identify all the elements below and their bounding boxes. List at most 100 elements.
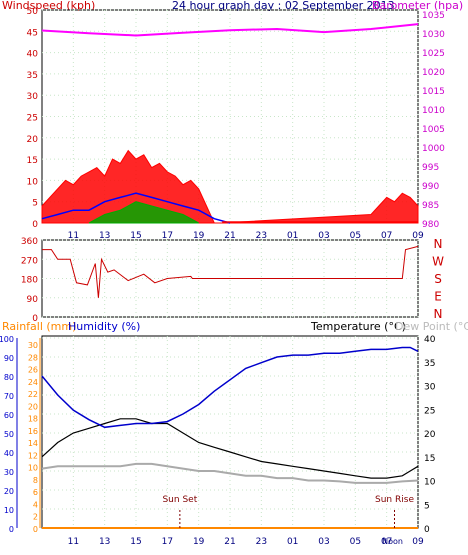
direction-tick-label: 0 xyxy=(32,314,38,324)
windspeed-tick-label: 40 xyxy=(27,50,39,60)
temperature-tick-label: 5 xyxy=(424,501,430,511)
humidity-tick-label: 20 xyxy=(4,487,14,496)
barometer-series xyxy=(41,23,419,37)
barometer-tick-label: 985 xyxy=(422,201,439,211)
temperature-tick-label: 15 xyxy=(424,454,435,464)
dewpoint-axis-label: Dew Point (°C) xyxy=(395,320,468,333)
rainfall-tick-label: 8 xyxy=(33,476,38,485)
rainfall-tick-label: 14 xyxy=(28,439,38,448)
x-tick-label: 01 xyxy=(287,537,298,547)
rainfall-tick-label: 26 xyxy=(28,366,38,375)
temperature-axis-label: Temperature (°C) xyxy=(310,320,406,333)
temperature-series xyxy=(41,418,419,479)
windspeed-tick-label: 50 xyxy=(27,7,39,17)
windspeed-tick-label: 5 xyxy=(32,199,38,209)
x-tick-label: 19 xyxy=(193,537,205,547)
compass-label: N xyxy=(434,237,443,251)
rainfall-tick-label: 28 xyxy=(28,353,38,362)
wind-lull-series xyxy=(88,201,199,224)
windspeed-tick-label: 45 xyxy=(27,28,38,38)
humidity-tick-label: 90 xyxy=(4,354,14,363)
windspeed-axis-label: Windspeed (kph) xyxy=(2,0,95,12)
barometer-tick-label: 1030 xyxy=(422,30,445,40)
windspeed-tick-label: 20 xyxy=(27,135,39,145)
x-tick-label: 15 xyxy=(130,231,141,241)
barometer-tick-label: 1025 xyxy=(422,49,445,59)
temperature-tick-label: 30 xyxy=(424,383,436,393)
wind-direction-series xyxy=(42,245,419,298)
direction-tick-label: 90 xyxy=(27,295,39,305)
x-tick-label: 09 xyxy=(412,537,424,547)
x-tick-label: 05 xyxy=(350,231,361,241)
humidity-tick-label: 70 xyxy=(4,392,14,401)
temperature-tick-label: 35 xyxy=(424,359,435,369)
barometer-tick-label: 1020 xyxy=(422,68,445,78)
humidity-tick-label: 80 xyxy=(4,373,14,382)
rainfall-tick-label: 6 xyxy=(33,488,38,497)
humidity-tick-label: 100 xyxy=(0,335,14,344)
rainfall-tick-label: 2 xyxy=(33,513,38,522)
rainfall-tick-label: 12 xyxy=(28,451,38,460)
x-tick-label: 21 xyxy=(224,231,235,241)
x-tick-label: 03 xyxy=(318,231,329,241)
x-tick-label: 01 xyxy=(287,231,298,241)
windspeed-tick-label: 30 xyxy=(27,92,39,102)
noon-label: Noon xyxy=(382,537,403,546)
barometer-tick-label: 995 xyxy=(422,163,439,173)
x-tick-label: 13 xyxy=(99,231,110,241)
windspeed-tick-label: 25 xyxy=(27,114,38,124)
barometer-tick-label: 1010 xyxy=(422,106,445,116)
rainfall-axis-label: Rainfall (mm) xyxy=(2,320,76,333)
compass-label: W xyxy=(432,255,444,269)
x-tick-label: 07 xyxy=(381,537,392,547)
barometer-tick-label: 1015 xyxy=(422,87,445,97)
x-tick-label: 09 xyxy=(412,231,424,241)
x-tick-label: 11 xyxy=(68,231,79,241)
windspeed-tick-label: 10 xyxy=(27,177,39,187)
humidity-series xyxy=(41,346,419,429)
barometer-tick-label: 1035 xyxy=(422,11,445,21)
rainfall-tick-label: 0 xyxy=(33,525,38,534)
barometer-tick-label: 980 xyxy=(422,220,439,230)
direction-tick-label: 270 xyxy=(21,256,38,266)
rainfall-tick-label: 4 xyxy=(33,500,38,509)
direction-tick-label: 180 xyxy=(21,276,38,286)
windspeed-tick-label: 35 xyxy=(27,71,38,81)
x-tick-label: 19 xyxy=(193,231,205,241)
direction-tick-label: 360 xyxy=(21,237,38,247)
humidity-tick-label: 60 xyxy=(4,411,14,420)
rainfall-tick-label: 24 xyxy=(28,378,38,387)
x-tick-label: 17 xyxy=(162,231,173,241)
barometer-axis-label: Barometer (hpa) xyxy=(372,0,463,12)
sunrise-label: Sun Rise xyxy=(375,495,414,505)
x-tick-label: 17 xyxy=(162,537,173,547)
rainfall-tick-label: 16 xyxy=(28,427,38,436)
humidity-tick-label: 40 xyxy=(4,449,14,458)
humidity-tick-label: 50 xyxy=(4,430,14,439)
rainfall-tick-label: 22 xyxy=(28,390,38,399)
windspeed-tick-label: 0 xyxy=(32,220,38,230)
x-tick-label: 13 xyxy=(99,537,110,547)
temperature-tick-label: 40 xyxy=(424,335,436,345)
x-tick-label: 03 xyxy=(318,537,329,547)
temperature-tick-label: 0 xyxy=(424,525,430,535)
x-tick-label: 21 xyxy=(224,537,235,547)
sunset-label: Sun Set xyxy=(162,495,197,505)
rainfall-tick-label: 20 xyxy=(28,402,38,411)
rainfall-tick-label: 18 xyxy=(28,415,38,424)
temperature-tick-label: 10 xyxy=(424,478,436,488)
x-tick-label: 07 xyxy=(381,231,392,241)
compass-label: S xyxy=(434,272,442,286)
chart-title: 24 hour graph day : 02 September 2013 xyxy=(172,0,395,12)
x-tick-label: 23 xyxy=(256,231,267,241)
x-tick-label: 23 xyxy=(256,537,267,547)
wind-average-series xyxy=(41,192,231,224)
temperature-tick-label: 25 xyxy=(424,406,435,416)
barometer-tick-label: 990 xyxy=(422,182,439,192)
x-tick-label: 11 xyxy=(68,537,79,547)
rainfall-tick-label: 30 xyxy=(28,341,38,350)
humidity-axis-label: Humidity (%) xyxy=(68,320,140,333)
barometer-tick-label: 1000 xyxy=(422,144,445,154)
compass-label: N xyxy=(434,307,443,321)
